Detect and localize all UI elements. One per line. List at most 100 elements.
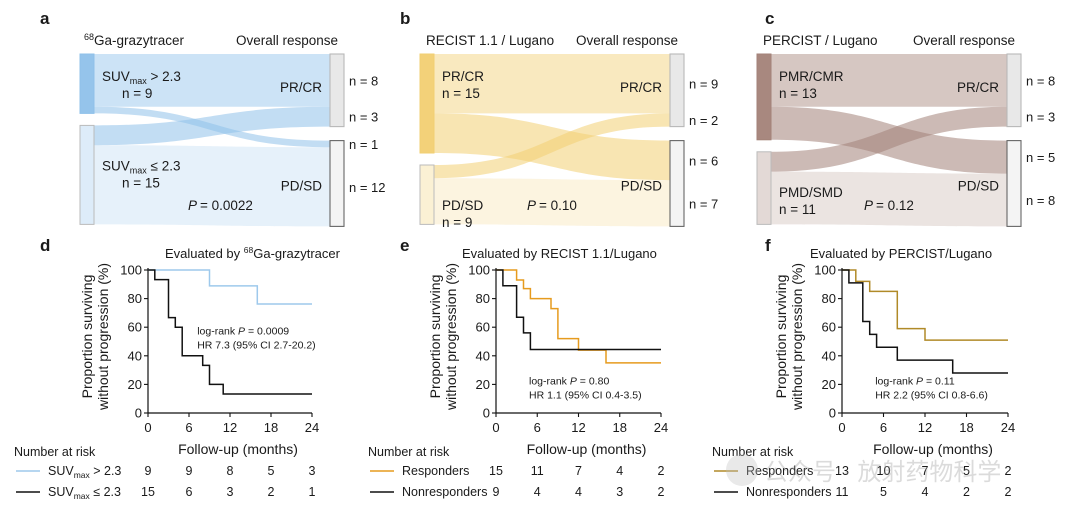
sankey-node-label: PMD/SMD xyxy=(779,185,843,200)
x-axis-label: Follow-up (months) xyxy=(527,441,647,457)
text-span: 68 xyxy=(244,245,254,255)
sankey-left-title: PERCIST / Lugano xyxy=(763,33,878,48)
sankey-outcome-label: PR/CR xyxy=(620,80,662,95)
y-tick-label: 20 xyxy=(476,377,490,392)
panel-label-f: f xyxy=(765,236,771,255)
text-span: Nonresponders xyxy=(402,485,487,499)
survival-curve-2 xyxy=(148,269,312,395)
chart-title: Evaluated by PERCIST/Lugano xyxy=(810,246,992,261)
text-span: max xyxy=(130,76,148,86)
risk-count: 2 xyxy=(658,464,665,478)
sankey-outcome-label: PD/SD xyxy=(621,179,663,194)
sankey-flow-count: n = 3 xyxy=(1026,110,1055,125)
x-tick-label: 18 xyxy=(264,420,278,435)
survival-curve-1 xyxy=(842,269,1008,341)
text-span: RECIST 1.1 / Lugano xyxy=(426,33,554,48)
x-tick-label: 6 xyxy=(880,420,887,435)
text-span: SUV xyxy=(102,69,130,84)
risk-count: 1 xyxy=(309,485,316,499)
watermark-logo-icon xyxy=(726,454,758,486)
sankey-left-node xyxy=(756,151,772,225)
y-axis-label: Proportion surviving xyxy=(79,275,95,399)
risk-count: 13 xyxy=(835,464,849,478)
text-span: Ga-grazytracer xyxy=(253,246,340,261)
panel-label-c: c xyxy=(765,9,774,28)
sankey-right-title: Overall response xyxy=(236,33,338,48)
text-span: Evaluated by xyxy=(165,246,244,261)
hazard-ratio: HR 2.2 (95% CI 0.8-6.6) xyxy=(875,389,988,401)
sankey-p-value: P = 0.0022 xyxy=(188,198,253,213)
sankey-flow-count: n = 2 xyxy=(689,113,718,128)
y-tick-label: 100 xyxy=(120,263,142,278)
text-span: Ga-grazytracer xyxy=(94,33,185,48)
risk-row-label: Responders xyxy=(746,464,813,478)
x-tick-label: 24 xyxy=(654,420,668,435)
sankey-node-count: n = 15 xyxy=(122,175,160,190)
y-tick-label: 60 xyxy=(822,320,836,335)
watermark-text: 公众号 · 放射药物科学 xyxy=(764,459,1001,486)
risk-count: 9 xyxy=(186,464,193,478)
sankey-flow-count: n = 8 xyxy=(1026,193,1055,208)
risk-count: 15 xyxy=(141,485,155,499)
y-axis-label: without progression (%) xyxy=(443,263,459,411)
chart-title: Evaluated by 68Ga-grazytracer xyxy=(165,245,341,261)
sankey-left-title: 68Ga-grazytracer xyxy=(84,32,185,48)
y-axis-label: Proportion surviving xyxy=(427,275,443,399)
y-tick-label: 0 xyxy=(829,406,836,421)
sankey-right-node xyxy=(329,53,345,128)
x-tick-label: 6 xyxy=(185,420,192,435)
x-tick-label: 0 xyxy=(492,420,499,435)
watermark: 公众号 · 放射药物科学 xyxy=(726,454,1001,486)
survival-chart-3: Evaluated by PERCIST/Lugano 0 20 40 60 80 100 0… xyxy=(712,246,1015,499)
sankey-panel-3: PERCIST / Lugano Overall response PMR/CMR n… xyxy=(756,33,1055,227)
log-rank-stat: log-rank P = 0.11 xyxy=(875,375,955,387)
x-tick-label: 24 xyxy=(305,420,319,435)
risk-count: 15 xyxy=(489,464,503,478)
x-tick-label: 12 xyxy=(918,420,932,435)
y-tick-label: 80 xyxy=(476,291,490,306)
y-tick-label: 100 xyxy=(468,263,490,278)
y-axis-label: without progression (%) xyxy=(789,263,805,411)
risk-table-title: Number at risk xyxy=(368,445,450,459)
text-span: SUV xyxy=(48,485,74,499)
text-span: = 0.80 xyxy=(577,375,610,387)
risk-count: 2 xyxy=(1005,464,1012,478)
y-tick-label: 40 xyxy=(476,348,490,363)
risk-count: 2 xyxy=(658,485,665,499)
sankey-flow-count: n = 8 xyxy=(349,73,378,88)
sankey-right-node xyxy=(1006,140,1022,227)
risk-count: 3 xyxy=(227,485,234,499)
sankey-flow xyxy=(94,106,330,146)
risk-row-label: Nonresponders xyxy=(746,485,831,499)
risk-count: 4 xyxy=(534,485,541,499)
text-span: = 0.12 xyxy=(876,198,914,213)
y-tick-label: 60 xyxy=(128,320,142,335)
sankey-node-label: PR/CR xyxy=(442,69,484,84)
sankey-flow xyxy=(94,54,330,107)
sankey-flow-count: n = 7 xyxy=(689,196,718,211)
risk-row-label: SUVmax ≤ 2.3 xyxy=(48,485,121,501)
survival-curve-2 xyxy=(496,269,661,351)
x-tick-label: 0 xyxy=(144,420,151,435)
sankey-p-value: P = 0.12 xyxy=(864,198,914,213)
risk-count: 4 xyxy=(922,485,929,499)
text-span: > 2.3 xyxy=(90,464,122,478)
text-span: max xyxy=(74,470,91,480)
sankey-left-node xyxy=(79,124,95,225)
risk-count: 2 xyxy=(963,485,970,499)
risk-row-label: SUVmax > 2.3 xyxy=(48,464,121,480)
y-tick-label: 0 xyxy=(483,406,490,421)
sankey-left-node xyxy=(79,53,95,114)
sankey-panel-2: RECIST 1.1 / Lugano Overall response PR/CR… xyxy=(419,33,718,230)
y-tick-label: 80 xyxy=(822,291,836,306)
hazard-ratio: HR 7.3 (95% CI 2.7-20.2) xyxy=(197,339,315,351)
sankey-right-node xyxy=(669,140,685,227)
risk-count: 6 xyxy=(186,485,193,499)
text-span: log-rank xyxy=(197,325,238,337)
y-tick-label: 60 xyxy=(476,320,490,335)
x-tick-label: 24 xyxy=(1001,420,1015,435)
panel-label-d: d xyxy=(40,236,50,255)
